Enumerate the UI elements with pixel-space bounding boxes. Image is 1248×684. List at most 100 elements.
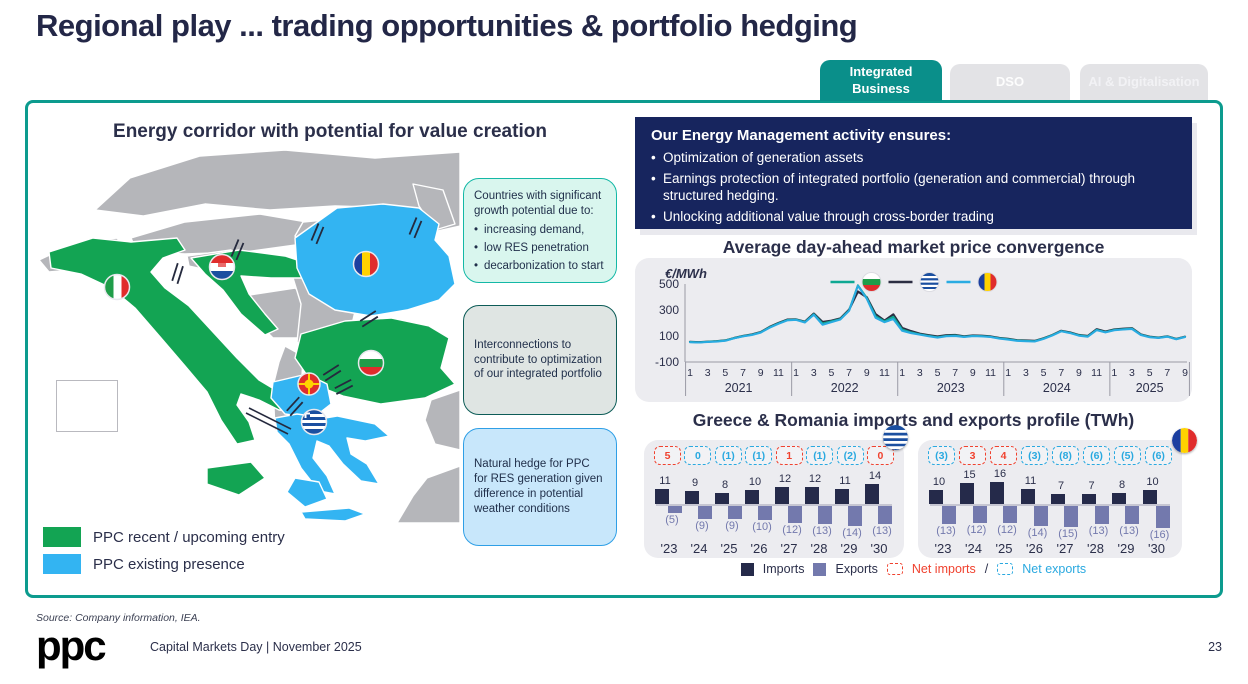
net-exports-legend-label: Net exports (1022, 562, 1087, 576)
month-tick-label: 1 (1111, 367, 1117, 379)
month-tick-label: 3 (705, 367, 711, 379)
imports-value: 8 (1118, 478, 1126, 491)
tab-ai-digitalisation[interactable]: AI & Digitalisation (1080, 64, 1208, 101)
legend-item-existing-presence: PPC existing presence (43, 554, 285, 574)
net-exports-badge: (5) (1114, 446, 1141, 465)
exports-value: (12) (997, 523, 1017, 536)
callout-growth-title: Countries with significant growth potent… (474, 190, 602, 217)
year-column: 9 (9) '24 (684, 472, 714, 556)
exports-value: (5) (665, 514, 679, 526)
month-tick-label: 9 (864, 367, 870, 379)
exports-swatch (813, 562, 827, 576)
month-tick-label: 11 (1091, 367, 1102, 379)
exports-value: (13) (872, 525, 892, 538)
map-section-title: Energy corridor with potential for value… (113, 121, 547, 142)
net-imports-badge: 3 (959, 446, 986, 465)
country-crete (300, 507, 366, 522)
imports-value: 10 (932, 476, 946, 488)
year-tick-label: '29 (840, 541, 858, 556)
exports-value: (13) (1088, 525, 1109, 538)
imports-value: 10 (748, 476, 762, 488)
month-tick-label: 3 (1129, 367, 1135, 379)
net-exports-badge: (1) (745, 446, 773, 465)
legend-label-recent-entry: PPC recent / upcoming entry (93, 528, 285, 546)
exports-bar (942, 506, 956, 525)
imports-bar (655, 488, 669, 504)
month-tick-label: 7 (740, 367, 746, 379)
country-sicily (206, 461, 266, 496)
year-label: 2023 (937, 381, 965, 395)
imports-bar (775, 487, 789, 504)
year-tick-label: '25 (995, 541, 1013, 556)
callout-growth-bullet: decarbonization to start (474, 259, 606, 274)
imports-value: 15 (963, 469, 976, 481)
year-column: 11 (14) '26 (1020, 472, 1050, 556)
exports-value: (13) (936, 525, 956, 538)
year-column: 7 (15) '27 (1050, 472, 1080, 556)
month-tick-label: 3 (917, 367, 923, 379)
year-column: 11 (5) '23 (654, 472, 684, 556)
month-tick-label: 9 (970, 367, 976, 379)
map-legend: PPC recent / upcoming entry PPC existing… (43, 527, 285, 581)
imports-value: 9 (691, 477, 699, 490)
interconnection-markers (171, 217, 423, 435)
month-tick-label: 3 (811, 367, 817, 379)
greece-panel-flag-icon (883, 425, 908, 450)
legend-separator: / (984, 562, 989, 576)
month-tick-label: 1 (687, 367, 693, 379)
month-tick-label: 9 (1076, 367, 1082, 379)
year-column: 8 (9) '25 (714, 472, 744, 556)
net-badges-row: 5 0 (1) (1) 1 (1) (2) 0 (654, 446, 894, 466)
flag-pin-italy (103, 273, 131, 301)
exports-value: (9) (695, 519, 709, 532)
imports-exports-title: Greece & Romania imports and exports pro… (692, 410, 1135, 430)
energy-management-bullet: Earnings protection of integrated portfo… (651, 170, 1176, 205)
exports-value: (16) (1149, 529, 1170, 542)
month-tick-label: 1 (1005, 367, 1011, 379)
year-label: 2024 (1043, 381, 1071, 395)
month-tick-label: 9 (758, 367, 764, 379)
exports-value: (12) (966, 523, 987, 536)
imports-value: 12 (778, 473, 792, 486)
exports-value: (15) (1058, 528, 1078, 540)
exports-bar (878, 506, 892, 525)
exports-bar (972, 506, 987, 523)
bulgaria-flag-icon (861, 272, 881, 292)
net-exports-badge: (6) (1083, 446, 1110, 465)
price-chart-ylabel: €/MWh (665, 266, 707, 281)
year-column: 10 (13) '23 (928, 472, 958, 556)
imports-bar (929, 490, 943, 504)
romania-imports-exports-panel: (3) 3 4 (3) (8) (6) (5) (6) 10 (13) '23 15 (12) '24 16… (918, 440, 1182, 558)
romania-line-swatch (946, 280, 970, 284)
tab-dso[interactable]: DSO (950, 64, 1070, 101)
net-exports-badge: (3) (928, 446, 955, 465)
flag-pin-north-macedonia (297, 372, 321, 396)
exports-value: (10) (752, 521, 772, 533)
month-tick-label: 11 (773, 367, 784, 379)
net-badges-row: (3) 3 4 (3) (8) (6) (5) (6) (928, 446, 1172, 466)
callout-natural-hedge-text: Natural hedge for PPC for RES generation… (474, 458, 603, 515)
imports-bar (865, 484, 879, 504)
flag-pin-bulgaria (357, 349, 385, 377)
imports-value: 10 (1146, 476, 1159, 488)
tab-integrated-business[interactable]: Integrated Business (820, 60, 942, 101)
country-turkey-anatolia (396, 465, 460, 523)
page-number: 23 (1208, 640, 1222, 654)
country-italy (48, 237, 300, 445)
exports-bar (1064, 506, 1078, 527)
imports-value: 14 (868, 470, 882, 483)
net-imports-badge: 0 (866, 446, 894, 465)
imports-exports-legend: Imports Exports Net imports / Net export… (635, 562, 1192, 576)
callout-interconnections: Interconnections to contribute to optimi… (463, 305, 617, 415)
imports-bar (805, 487, 819, 504)
country-peloponnese (286, 477, 328, 508)
year-tick-label: '24 (965, 541, 982, 556)
net-imports-swatch (886, 563, 903, 575)
year-tick-label: '26 (1026, 541, 1043, 556)
map-inset-box (56, 380, 118, 432)
year-tick-label: '23 (934, 541, 952, 556)
exports-bar (698, 506, 712, 519)
bars-area: 11 (5) '23 9 (9) '24 8 (9) '25 10 (10) '26 12 (12) '27… (654, 470, 894, 556)
